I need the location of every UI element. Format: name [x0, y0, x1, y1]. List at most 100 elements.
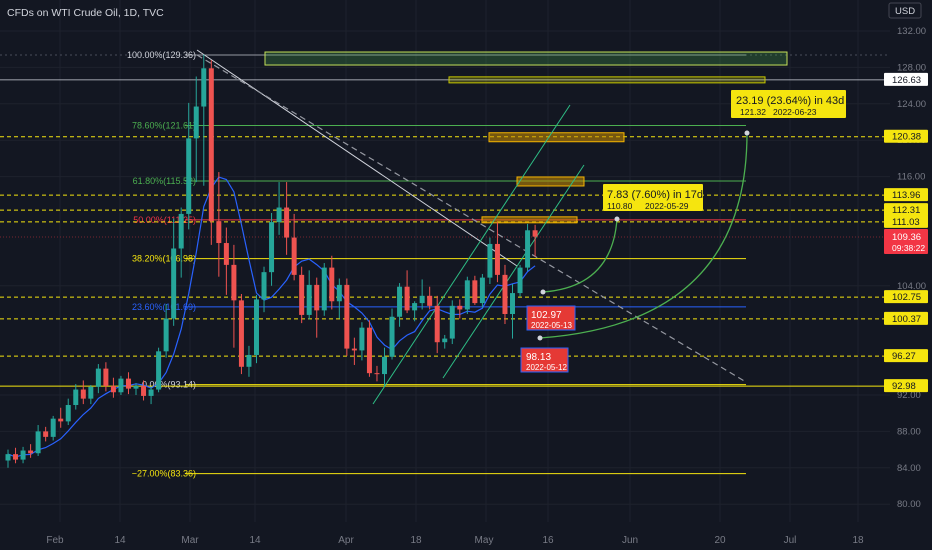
- candle[interactable]: [366, 320, 372, 377]
- candle[interactable]: [382, 347, 387, 387]
- candle[interactable]: [479, 273, 485, 308]
- candle[interactable]: [397, 283, 403, 327]
- candle[interactable]: [276, 182, 282, 235]
- candle[interactable]: [412, 301, 418, 322]
- candle[interactable]: [517, 264, 523, 297]
- time-axis[interactable]: [0, 525, 932, 550]
- candle[interactable]: [487, 237, 493, 284]
- candle[interactable]: [208, 60, 214, 245]
- candle[interactable]: [156, 347, 162, 393]
- candle[interactable]: [253, 294, 259, 364]
- zone-box-120: [488, 132, 625, 143]
- candle-body: [397, 286, 403, 317]
- projection-point: [540, 289, 546, 295]
- candle[interactable]: [457, 299, 463, 319]
- candle[interactable]: [284, 182, 290, 255]
- candle[interactable]: [201, 54, 207, 186]
- candle[interactable]: [216, 172, 222, 277]
- candle[interactable]: [58, 407, 64, 428]
- last-price-value: 109.36: [892, 232, 921, 243]
- candle[interactable]: [494, 222, 500, 283]
- candle[interactable]: [336, 278, 342, 319]
- currency-button[interactable]: [888, 2, 922, 19]
- price-axis[interactable]: [890, 0, 932, 550]
- candle[interactable]: [95, 364, 101, 394]
- candle[interactable]: [291, 213, 297, 281]
- candle-body: [321, 267, 327, 311]
- candle[interactable]: [141, 380, 147, 401]
- candle[interactable]: [464, 276, 470, 315]
- candle[interactable]: [389, 308, 395, 360]
- candle[interactable]: [427, 286, 433, 310]
- candle[interactable]: [532, 224, 538, 257]
- candle[interactable]: [269, 213, 275, 286]
- candle[interactable]: [65, 398, 71, 426]
- candle[interactable]: [171, 218, 177, 326]
- candle[interactable]: [148, 386, 154, 405]
- candle[interactable]: [110, 377, 116, 398]
- candle-body: [419, 295, 425, 304]
- candle[interactable]: [314, 277, 320, 338]
- candle-body: [269, 222, 275, 273]
- price-level-tag: [884, 379, 928, 393]
- candle-body: [118, 378, 124, 393]
- candle[interactable]: [321, 263, 327, 316]
- candle[interactable]: [186, 102, 192, 230]
- candle[interactable]: [28, 444, 34, 458]
- candle[interactable]: [442, 334, 448, 349]
- candle[interactable]: [299, 266, 305, 324]
- candle[interactable]: [344, 278, 350, 356]
- candle[interactable]: [125, 372, 131, 395]
- candle[interactable]: [351, 337, 357, 365]
- channel-upper: [372, 104, 571, 405]
- candle[interactable]: [20, 446, 26, 464]
- fib-level-label: 0.00%(93.14): [142, 380, 196, 390]
- candle[interactable]: [163, 304, 169, 358]
- candle[interactable]: [43, 426, 49, 442]
- projection-short-price: 110.80: [607, 201, 633, 211]
- candle[interactable]: [359, 322, 365, 361]
- time-axis-label: Mar: [181, 535, 199, 546]
- candle[interactable]: [434, 295, 440, 354]
- candle[interactable]: [73, 384, 79, 410]
- candle[interactable]: [404, 270, 410, 314]
- candle[interactable]: [329, 255, 335, 310]
- candle-body: [344, 284, 350, 349]
- candle[interactable]: [419, 279, 425, 310]
- candle[interactable]: [306, 270, 312, 320]
- candle[interactable]: [246, 345, 252, 377]
- candle[interactable]: [238, 293, 244, 375]
- candle-body: [374, 373, 380, 375]
- candle[interactable]: [118, 375, 124, 395]
- candle-body: [201, 68, 207, 107]
- candle[interactable]: [525, 223, 531, 272]
- trendline-dashed: [196, 54, 747, 383]
- candle[interactable]: [502, 264, 508, 325]
- candle[interactable]: [5, 449, 11, 468]
- candle-body: [5, 454, 11, 461]
- candle[interactable]: [374, 365, 380, 382]
- candle[interactable]: [472, 275, 478, 305]
- zone-box-top: [264, 51, 788, 66]
- candle[interactable]: [13, 447, 19, 464]
- moving-average-line: [7, 176, 536, 458]
- low-label-1: [526, 305, 576, 331]
- candle[interactable]: [35, 425, 41, 456]
- candle[interactable]: [261, 266, 267, 313]
- candle[interactable]: [449, 300, 455, 345]
- candle[interactable]: [231, 244, 237, 348]
- candle[interactable]: [50, 415, 56, 441]
- candle[interactable]: [510, 283, 516, 339]
- candle[interactable]: [103, 362, 109, 392]
- candle-body: [291, 237, 297, 275]
- candle[interactable]: [88, 384, 94, 405]
- candle[interactable]: [193, 76, 199, 183]
- candle[interactable]: [80, 380, 86, 405]
- low-label-1-value: 102.97: [531, 310, 562, 321]
- candle[interactable]: [223, 227, 229, 295]
- candle-body: [510, 293, 516, 315]
- candle[interactable]: [178, 207, 184, 278]
- candle[interactable]: [133, 383, 139, 395]
